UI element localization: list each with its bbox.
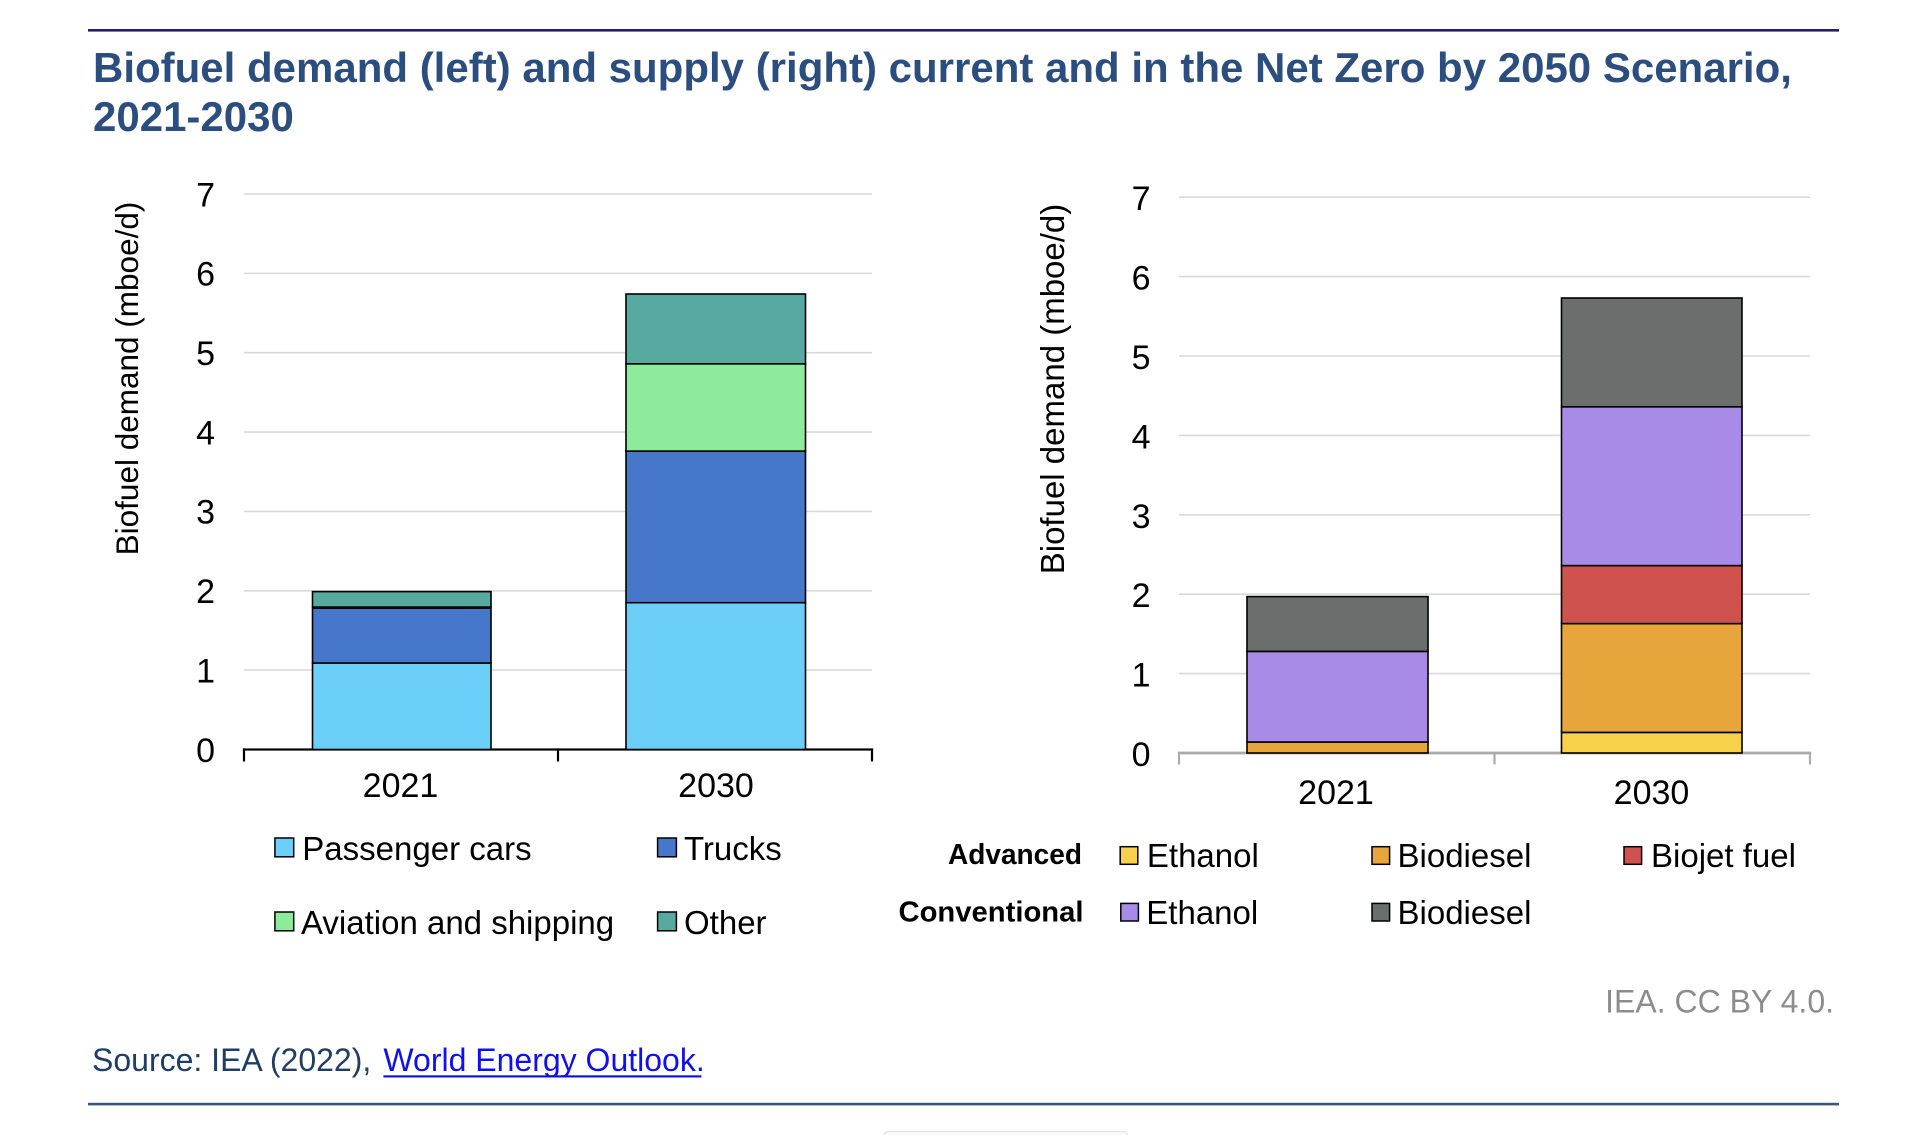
svg-text:IEA. CC BY 4.0.: IEA. CC BY 4.0. [1605,983,1834,1019]
svg-text:Ethanol: Ethanol [1147,837,1259,874]
svg-text:4: 4 [196,414,215,452]
svg-text:Passenger cars: Passenger cars [302,830,531,867]
svg-text:2030: 2030 [1614,774,1690,812]
svg-text:7: 7 [196,176,215,214]
svg-text:Ethanol: Ethanol [1146,894,1258,931]
svg-text:1: 1 [1132,657,1151,695]
svg-text:Conventional: Conventional [899,897,1084,929]
svg-text:Source: IEA (2022),: Source: IEA (2022), [92,1042,371,1078]
svg-text:0: 0 [196,732,215,770]
svg-text:6: 6 [196,256,215,294]
svg-text:0: 0 [1132,736,1151,774]
svg-text:Biofuel demand (mboe/d): Biofuel demand (mboe/d) [109,202,145,556]
svg-text:2: 2 [1132,577,1151,615]
svg-text:3: 3 [196,494,215,532]
svg-text:5: 5 [196,335,215,373]
svg-text:1: 1 [196,652,215,690]
svg-text:Biodiesel: Biodiesel [1398,837,1532,874]
svg-text:2: 2 [196,573,215,611]
svg-text:3: 3 [1132,498,1151,536]
svg-text:7: 7 [1132,180,1151,218]
svg-text:2021: 2021 [1298,774,1374,812]
svg-text:Other: Other [684,904,767,941]
svg-text:Biofuel demand (left) and supp: Biofuel demand (left) and supply (right)… [93,44,1792,91]
svg-text:2021: 2021 [363,767,439,805]
svg-text:Aviation and shipping: Aviation and shipping [301,904,614,941]
svg-text:Biofuel demand (mboe/d): Biofuel demand (mboe/d) [1034,204,1071,575]
svg-text:6: 6 [1132,260,1151,298]
svg-text:Advanced: Advanced [948,839,1082,871]
svg-text:2021-2030: 2021-2030 [93,93,294,140]
svg-text:Trucks: Trucks [684,830,782,867]
svg-text:4: 4 [1132,418,1151,456]
svg-text:2030: 2030 [678,767,754,805]
svg-text:Biojet fuel: Biojet fuel [1651,837,1796,874]
svg-text:5: 5 [1132,339,1151,377]
svg-text:World Energy Outlook.: World Energy Outlook. [383,1042,704,1078]
svg-text:Biodiesel: Biodiesel [1398,894,1532,931]
